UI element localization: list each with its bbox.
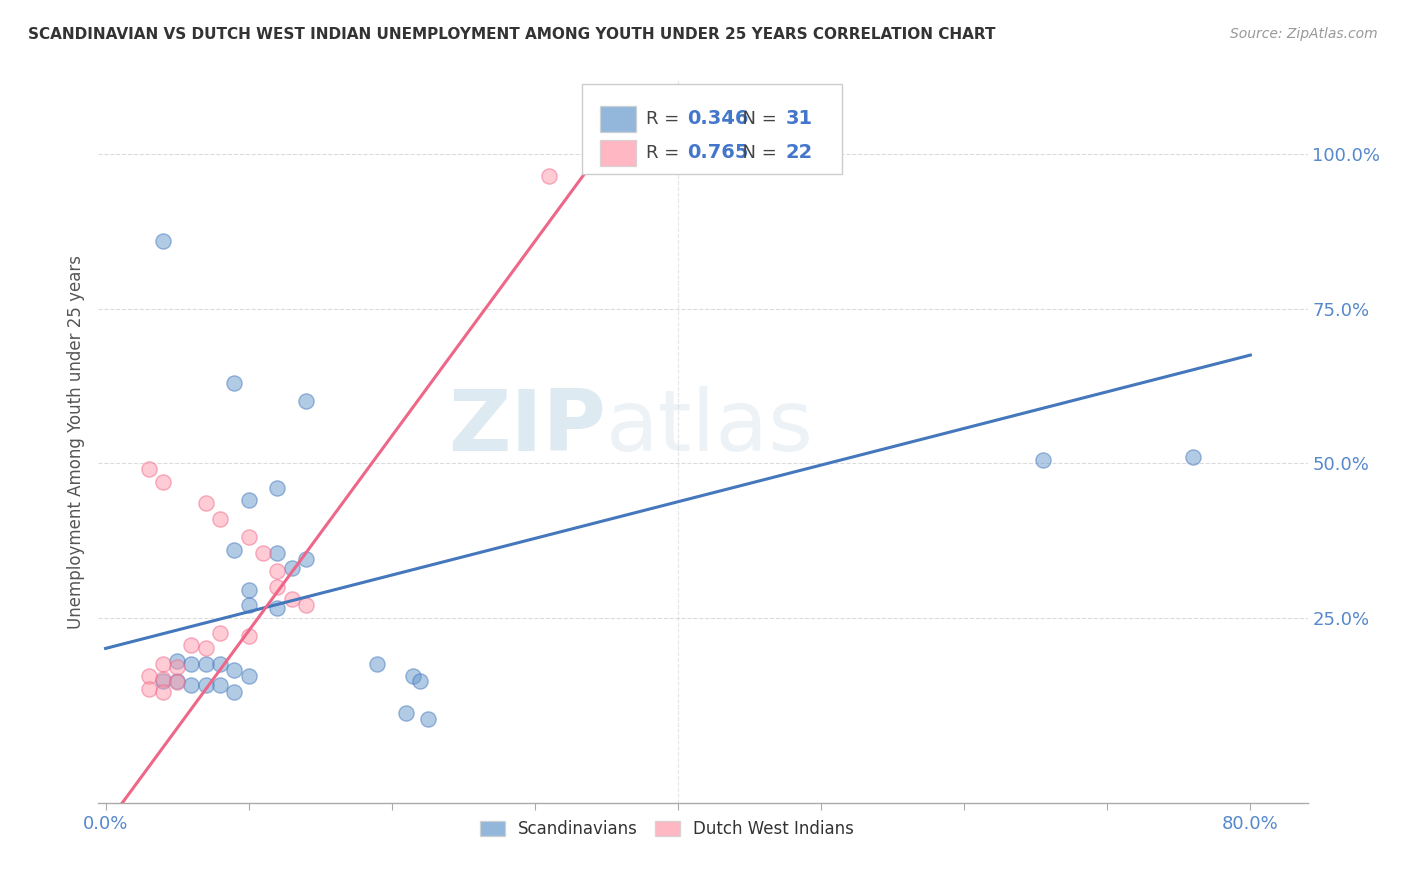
Point [295,598,318,612]
Point [209,512,232,526]
Point [180,638,202,652]
Point [538,169,561,183]
Text: Source: ZipAtlas.com: Source: ZipAtlas.com [1230,27,1378,41]
Point [395,706,418,721]
Text: N =: N = [731,144,782,161]
Point [252,546,274,560]
Point [295,394,318,409]
Point [166,675,188,690]
Y-axis label: Unemployment Among Youth under 25 years: Unemployment Among Youth under 25 years [66,254,84,629]
Text: SCANDINAVIAN VS DUTCH WEST INDIAN UNEMPLOYMENT AMONG YOUTH UNDER 25 YEARS CORREL: SCANDINAVIAN VS DUTCH WEST INDIAN UNEMPL… [28,27,995,42]
Text: R =: R = [647,144,685,161]
Point [238,629,260,643]
Point [209,678,232,692]
Point [166,660,188,674]
Point [194,678,217,692]
Point [224,663,246,677]
Text: 22: 22 [785,143,813,162]
Point [409,673,432,688]
Point [166,654,188,668]
Text: R =: R = [647,110,685,128]
Text: 0.765: 0.765 [688,143,749,162]
Point [152,234,174,248]
Point [152,673,174,688]
FancyBboxPatch shape [582,84,842,174]
Point [194,496,217,510]
Point [194,641,217,656]
Point [280,561,302,575]
Point [280,592,302,607]
Point [266,601,288,615]
FancyBboxPatch shape [600,105,637,132]
Point [209,657,232,671]
FancyBboxPatch shape [600,139,637,166]
Point [266,580,288,594]
Point [416,713,439,727]
Point [1032,453,1054,467]
Text: 0.346: 0.346 [688,109,749,128]
Point [138,462,160,476]
Point [138,669,160,683]
Point [238,493,260,508]
Point [266,564,288,578]
Legend: Scandinavians, Dutch West Indians: Scandinavians, Dutch West Indians [472,814,860,845]
Point [180,678,202,692]
Point [152,657,174,671]
Point [152,475,174,489]
Point [238,598,260,612]
Point [295,552,318,566]
Point [1182,450,1205,464]
Point [166,673,188,688]
Point [224,684,246,698]
Point [138,681,160,696]
Point [209,626,232,640]
Text: N =: N = [731,110,782,128]
Point [224,542,246,557]
Point [194,657,217,671]
Text: ZIP: ZIP [449,385,606,468]
Point [238,530,260,544]
Point [180,657,202,671]
Point [266,546,288,560]
Point [152,684,174,698]
Point [224,376,246,390]
Point [152,673,174,687]
Text: atlas: atlas [606,385,814,468]
Text: 31: 31 [785,109,813,128]
Point [238,669,260,683]
Point [266,481,288,495]
Point [238,582,260,597]
Point [402,669,425,683]
Point [366,657,388,671]
